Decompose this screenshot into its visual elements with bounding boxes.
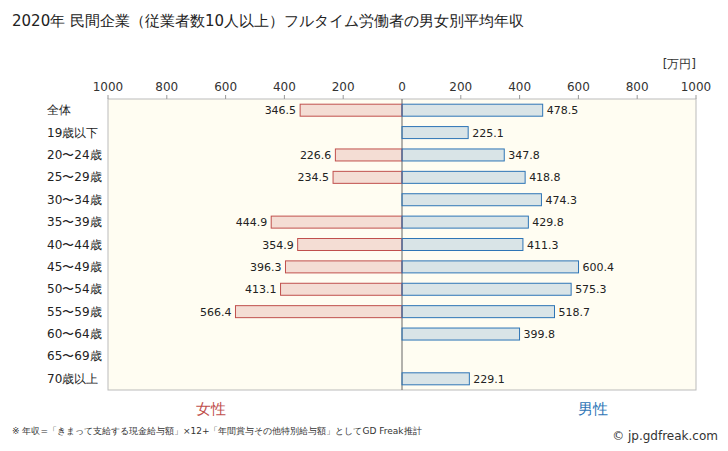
tick <box>343 95 344 99</box>
bars <box>235 104 578 385</box>
category-label: 70歳以上 <box>47 372 98 386</box>
data-label: 399.8 <box>524 328 556 341</box>
data-label: 225.1 <box>472 127 504 140</box>
tick-label: 800 <box>155 80 178 94</box>
tick-label: 600 <box>567 80 590 94</box>
data-label: 429.8 <box>532 216 564 229</box>
category-label: 35〜39歳 <box>47 215 102 229</box>
category-label: 45〜49歳 <box>47 260 102 274</box>
tick <box>637 95 638 99</box>
bar <box>298 239 402 251</box>
axis-label: [万円] <box>663 57 696 71</box>
category-label: 全体 <box>47 103 71 117</box>
tick-label: 600 <box>214 80 237 94</box>
category-label: 40〜44歳 <box>47 238 102 252</box>
bar <box>402 283 571 295</box>
bar <box>402 239 523 251</box>
legend-label: 男性 <box>578 400 608 418</box>
legend-label: 女性 <box>196 400 226 418</box>
tick-label: 1000 <box>681 80 712 94</box>
data-label: 354.9 <box>262 239 294 252</box>
data-label: 234.5 <box>298 171 330 184</box>
bar <box>335 149 402 161</box>
bar <box>402 171 525 183</box>
source: © jp.gdfreak.com <box>612 429 718 443</box>
tick-label: 800 <box>626 80 649 94</box>
bar <box>402 261 579 273</box>
category-label: 65〜69歳 <box>47 349 102 363</box>
tick <box>166 95 167 99</box>
chart: 2020年 民間企業（従業者数10人以上）フルタイム労働者の男女別平均年収 [万円… <box>0 0 728 451</box>
data-label: 444.9 <box>236 216 268 229</box>
data-label: 396.3 <box>250 261 282 274</box>
category-label: 25〜29歳 <box>47 170 102 184</box>
data-label: 478.5 <box>547 104 579 117</box>
tick <box>225 95 226 99</box>
tick <box>696 95 697 99</box>
category-label: 20〜24歳 <box>47 148 102 162</box>
bar <box>300 104 402 116</box>
bar <box>402 194 541 206</box>
tick <box>284 95 285 99</box>
data-labels: 346.5 226.6 234.5 444.9 354.9 396.3 413.1 566.4… <box>200 104 614 386</box>
bar <box>271 216 402 228</box>
tick-label: 400 <box>273 80 296 94</box>
tick-label: 1000 <box>93 80 124 94</box>
bar <box>402 216 528 228</box>
category-label: 50〜54歳 <box>47 282 102 296</box>
bar <box>402 104 543 116</box>
tick <box>578 95 579 99</box>
category-label: 55〜59歳 <box>47 305 102 319</box>
data-label: 418.8 <box>529 171 561 184</box>
plot-frame <box>108 99 696 390</box>
bar <box>333 171 402 183</box>
category-label: 19歳以下 <box>47 126 98 140</box>
data-label: 566.4 <box>200 306 232 319</box>
data-label: 413.1 <box>245 283 277 296</box>
tick <box>108 95 109 99</box>
data-label: 347.8 <box>508 149 539 162</box>
tick <box>519 95 520 99</box>
data-label: 600.4 <box>583 261 615 274</box>
bar <box>402 328 520 340</box>
data-label: 575.3 <box>575 283 607 296</box>
bar <box>402 373 469 385</box>
category-label: 60〜64歳 <box>47 327 102 341</box>
tick-label: 200 <box>332 80 355 94</box>
bar <box>285 261 402 273</box>
tick-label: 400 <box>508 80 531 94</box>
title: 2020年 民間企業（従業者数10人以上）フルタイム労働者の男女別平均年収 <box>12 12 524 30</box>
data-label: 229.1 <box>473 373 505 386</box>
data-label: 226.6 <box>300 149 332 162</box>
tick <box>460 95 461 99</box>
data-label: 474.3 <box>545 194 577 207</box>
data-label: 518.7 <box>558 306 590 319</box>
category-label: 30〜34歳 <box>47 193 102 207</box>
bar <box>402 127 468 139</box>
data-label: 411.3 <box>527 239 559 252</box>
bar <box>281 283 402 295</box>
bar <box>235 306 402 318</box>
tick-label: 200 <box>449 80 472 94</box>
tick-label: 0 <box>398 80 406 94</box>
footnote: ※ 年収=「きまって支給する現金給与額」×12+「年間賞与その他特別給与額」とし… <box>12 426 422 436</box>
data-label: 346.5 <box>265 104 297 117</box>
bar <box>402 306 554 318</box>
bar <box>402 149 504 161</box>
